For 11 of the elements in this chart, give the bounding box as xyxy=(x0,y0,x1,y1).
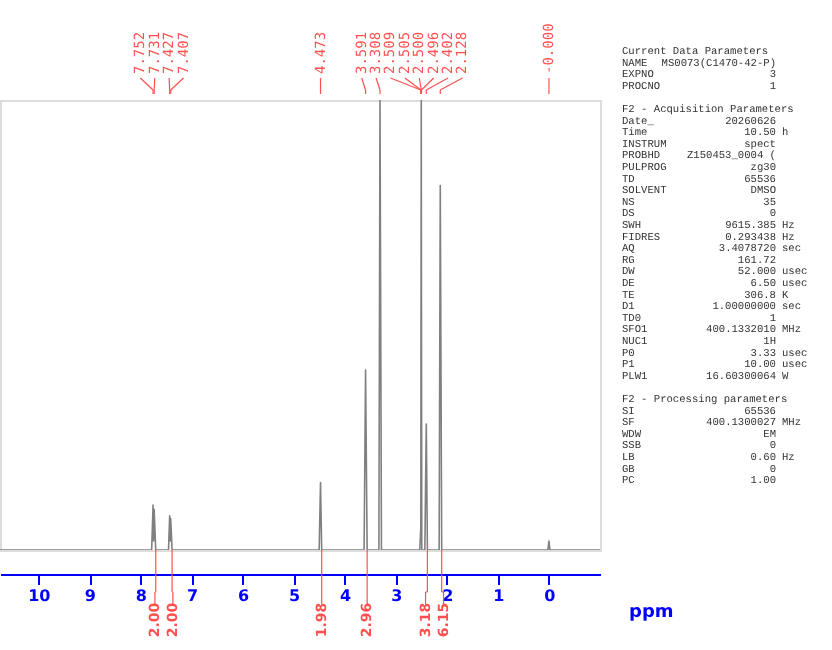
x-tick-label: 10 xyxy=(28,587,52,605)
x-tick-label: 6 xyxy=(237,587,250,605)
x-tick-label: 9 xyxy=(84,587,97,605)
x-axis-title: ppm xyxy=(629,603,674,623)
x-tick-label: 0 xyxy=(544,587,557,605)
x-tick-label: 3 xyxy=(391,587,403,605)
x-tick-label: 5 xyxy=(289,587,302,605)
x-tick-label: 1 xyxy=(493,587,506,605)
x-tick-label: 8 xyxy=(135,587,148,605)
x-tick-label: 4 xyxy=(340,587,353,605)
x-tick-label: 7 xyxy=(186,587,199,605)
